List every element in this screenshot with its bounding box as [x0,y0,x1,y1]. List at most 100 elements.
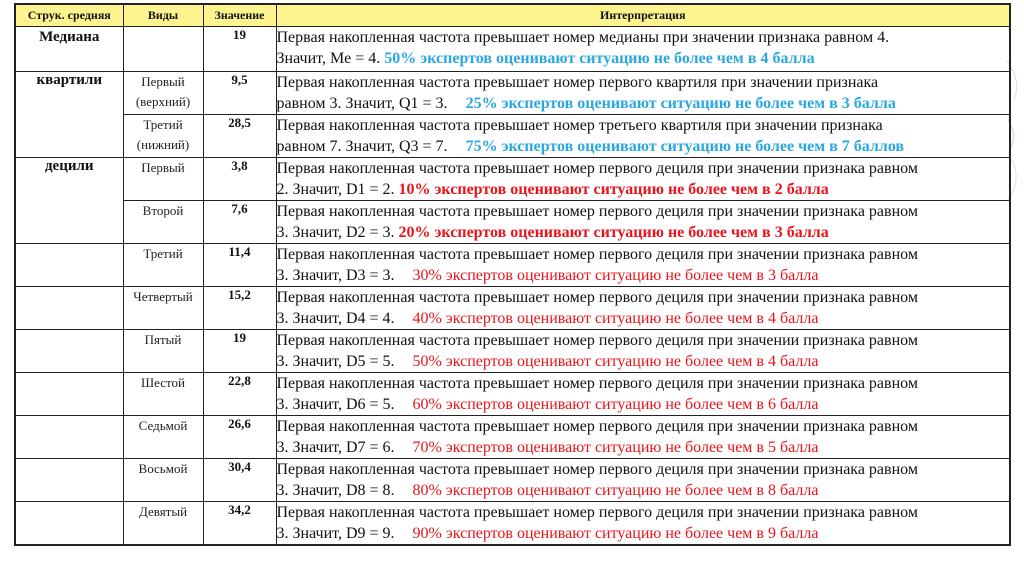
kind-cell: Четвертый [122,286,204,330]
interpretation-line-1: Первая накопленная частота превышает ном… [276,504,918,521]
interpretation-cell: Первая накопленная частота превышает ном… [275,26,1011,72]
interpretation-line-1: Первая накопленная частота превышает ном… [276,74,879,91]
value-cell: 3,8 [202,157,277,201]
group-quartiles: квартили [14,71,124,158]
group-empty [14,372,124,416]
interpretation-prefix: 3. Значит, D4 = 4. [276,310,395,327]
interpretation-prefix: равном 7. Значит, Q3 = 7. [276,138,448,155]
interpretation-highlight: 70% экспертов оценивают ситуацию не боле… [412,439,819,456]
kind-cell: Третий (нижний) [122,114,204,158]
interpretation-line-2: 3. Значит, D9 = 9. 90% экспертов оцениваю… [276,523,1009,544]
interpretation-prefix: равном 3. Значит, Q1 = 3. [276,95,448,112]
interpretation-cell: Первая накопленная частота превышает ном… [275,200,1011,244]
group-empty [14,329,124,373]
interpretation-highlight: 50% экспертов оценивают ситуацию не боле… [384,50,815,67]
interpretation-prefix: 3. Значит, D5 = 5. [276,353,395,370]
interpretation-prefix: 3. Значит, D6 = 5. [276,396,395,413]
table-row-quartile-3: Третий (нижний) 28,5 Первая накопленная … [15,114,1011,158]
interpretation-prefix: 2. Значит, D1 = 2. [276,181,395,198]
table-row-decile-9: Девятый 34,2 Первая накопленная частота … [14,501,1011,546]
value-cell: 15,2 [202,286,277,330]
table-header-row: Струк. средняя Виды Значение Интерпретац… [14,3,1011,27]
kind-cell: Восьмой [122,458,204,502]
value-cell: 7,6 [202,200,277,244]
interpretation-highlight: 60% экспертов оценивают ситуацию не боле… [412,396,819,413]
interpretation-line-2: равном 3. Значит, Q1 = 3. 25% экспертов о… [276,93,1009,114]
table-row-decile-7: Седьмой 26,6 Первая накопленная частота … [14,415,1011,459]
table-row-decile-5: Пятый 19 Первая накопленная частота прев… [14,329,1011,373]
table-row-median: Медиана 19 Первая накопленная частота пр… [14,26,1011,72]
interpretation-cell: Первая накопленная частота превышает ном… [275,114,1011,158]
interpretation-cell: Первая накопленная частота превышает ном… [275,329,1011,373]
interpretation-prefix: 3. Значит, D9 = 9. [276,525,395,542]
interpretation-cell: Первая накопленная частота превышает ном… [275,372,1011,416]
interpretation-highlight: 40% экспертов оценивают ситуацию не боле… [412,310,819,327]
interpretation-line-1: Первая накопленная частота превышает ном… [276,160,918,177]
kind-cell: Второй [122,200,204,244]
group-deciles: децили [14,157,124,244]
group-empty [14,286,124,330]
interpretation-line-2: 3. Значит, D6 = 5. 60% экспертов оцениваю… [276,394,1009,415]
interpretation-line-1: Первая накопленная частота превышает ном… [276,375,918,392]
interpretation-cell: Первая накопленная частота превышает ном… [275,458,1011,502]
interpretation-line-2: Значит, Me = 4. 50% экспертов оценивают … [276,48,1009,69]
statistics-table: Струк. средняя Виды Значение Интерпретац… [14,3,1011,546]
interpretation-cell: Первая накопленная частота превышает ном… [275,286,1011,330]
interpretation-line-1: Первая накопленная частота превышает ном… [276,29,890,46]
group-empty [14,458,124,502]
table-row-decile-1: децили Первый 3,8 Первая накопленная час… [14,157,1011,244]
kind-cell: Первый [122,157,204,201]
interpretation-highlight: 80% экспертов оценивают ситуацию не боле… [412,482,819,499]
kind-cell: Третий [122,243,204,287]
table-row-decile-4: Четвертый 15,2 Первая накопленная частот… [14,286,1011,330]
value-cell: 30,4 [202,458,277,502]
group-empty [14,243,124,287]
interpretation-highlight: 25% экспертов оценивают ситуацию не боле… [465,95,896,112]
interpretation-cell: Первая накопленная частота превышает ном… [275,71,1011,115]
kind-cell: Седьмой [122,415,204,459]
interpretation-highlight: 20% экспертов оценивают ситуацию не боле… [398,224,829,241]
interpretation-line-1: Первая накопленная частота превышает ном… [276,117,883,134]
value-cell: 26,6 [202,415,277,459]
value-cell: 28,5 [202,114,277,158]
header-kinds: Виды [122,3,204,27]
kind-cell: Первый (верхний) [122,71,204,115]
interpretation-line-2: 3. Значит, D7 = 6. 70% экспертов оцениваю… [276,437,1009,458]
group-empty [14,501,124,546]
interpretation-line-2: 3. Значит, D5 = 5. 50% экспертов оцениваю… [276,351,1009,372]
value-cell: 11,4 [202,243,277,287]
kind-cell [122,26,204,72]
interpretation-line-1: Первая накопленная частота превышает ном… [276,246,918,263]
interpretation-line-2: 3. Значит, D2 = 3. 20% экспертов оценива… [276,222,1009,243]
table-row-quartile-1: квартили Первый (верхний) 9,5 Первая нак… [14,71,1011,158]
interpretation-line-1: Первая накопленная частота превышает ном… [276,289,918,306]
interpretation-line-2: 3. Значит, D8 = 8. 80% экспертов оцениваю… [277,480,1009,501]
group-empty [14,415,124,459]
interpretation-prefix: Значит, Me = 4. [276,50,381,67]
interpretation-line-1: Первая накопленная частота превышает ном… [276,461,918,478]
interpretation-line-1: Первая накопленная частота превышает ном… [276,418,918,435]
value-cell: 22,8 [202,372,277,416]
header-value: Значение [202,3,277,27]
table-row-decile-2: Второй 7,6 Первая накопленная частота пр… [15,200,1011,244]
interpretation-line-1: Первая накопленная частота превышает ном… [276,203,918,220]
interpretation-prefix: 3. Значит, D7 = 6. [276,439,395,456]
interpretation-prefix: 3. Значит, D2 = 3. [276,224,395,241]
interpretation-cell: Первая накопленная частота превышает ном… [275,415,1011,459]
interpretation-highlight: 75% экспертов оценивают ситуацию не боле… [465,138,905,155]
interpretation-highlight: 50% экспертов оценивают ситуацию не боле… [412,353,819,370]
interpretation-cell: Первая накопленная частота превышает ном… [275,501,1011,546]
value-cell: 19 [202,26,277,72]
kind-cell: Шестой [122,372,204,416]
value-cell: 19 [202,329,277,373]
interpretation-line-2: равном 7. Значит, Q3 = 7. 75% экспертов о… [276,136,1009,157]
value-cell: 9,5 [202,71,277,115]
interpretation-line-1: Первая накопленная частота превышает ном… [276,332,918,349]
header-interpretation: Интерпретация [275,3,1011,27]
value-cell: 34,2 [202,501,277,546]
table-row-decile-3: Третий 11,4 Первая накопленная частота п… [14,243,1011,287]
group-median: Медиана [14,26,124,72]
interpretation-line-2: 3. Значит, D3 = 3. 30% экспертов оцениваю… [277,265,1009,286]
interpretation-highlight: 30% экспертов оценивают ситуацию не боле… [412,267,819,284]
